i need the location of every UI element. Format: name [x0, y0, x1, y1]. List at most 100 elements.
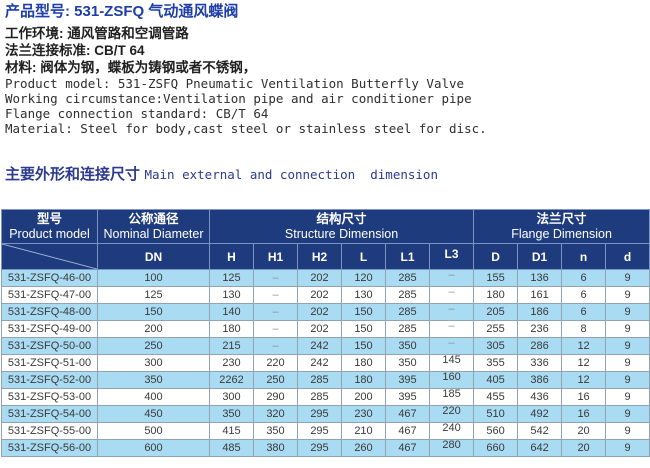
col-header-h1: H1 [253, 243, 298, 270]
value-cell: 155 [473, 269, 519, 287]
col-header-nominal-diameter: 公称通径 Nominal Diameter [97, 209, 210, 244]
value-cell: 436 [517, 388, 563, 406]
model-cell: 531-ZSFQ-51-00 [1, 354, 98, 372]
value-cell: 16 [561, 388, 607, 406]
col-header-l: L [341, 243, 386, 270]
flange-standard-en: Flange connection standard: CB/T 64 [5, 106, 269, 121]
value-cell: 9 [605, 405, 650, 423]
value-cell: 285 [385, 320, 430, 338]
value-cell: 150 [341, 303, 386, 321]
table-row: 531-ZSFQ-52-00 350 2262 250 285 180 395 160 405 3… [1, 371, 650, 389]
model-cell: 531-ZSFQ-54-00 [1, 405, 98, 423]
value-cell: 186 [517, 303, 563, 321]
value-cell: 250 [253, 371, 298, 389]
value-cell: 200 [97, 320, 210, 338]
value-cell: 255 [473, 320, 519, 338]
value-cell: 455 [473, 388, 519, 406]
value-cell: 20 [561, 422, 607, 440]
value-cell: 467 [385, 422, 430, 440]
value-cell: 9 [605, 320, 650, 338]
value-cell: 230 [341, 405, 386, 423]
value-cell: 180 [473, 286, 519, 304]
section-heading: 主要外形和连接尺寸 Main external and connection d… [5, 163, 650, 184]
model-cell: 531-ZSFQ-53-00 [1, 388, 98, 406]
value-cell: – [253, 337, 298, 355]
value-cell: 450 [97, 405, 210, 423]
value-cell: 150 [341, 320, 386, 338]
value-cell: 305 [473, 337, 519, 355]
material-en: Material: Steel for body,cast steel or s… [5, 121, 487, 136]
table-body: 531-ZSFQ-46-00 100 125–202 120 285–155 136 6 9 5… [1, 269, 650, 457]
col-header-l1: L1 [385, 243, 430, 270]
col-header-structure-dimension-cn: 结构尺寸 [316, 211, 367, 226]
value-cell: 150 [97, 303, 210, 321]
material-cn: 材料: 阀体为钢，蝶板为铸钢或者不锈钢， [5, 60, 257, 75]
value-cell: 240 [428, 422, 475, 440]
table-row: 531-ZSFQ-49-00 200 180–202 150 285–255 236 8 9 [1, 320, 650, 338]
flange-standard-cn: 法兰连接标准: CB/T 64 [5, 43, 145, 58]
model-cell: 531-ZSFQ-48-00 [1, 303, 98, 321]
model-cell: 531-ZSFQ-56-00 [1, 439, 98, 457]
dimension-table: 型号 Product model 公称通径 Nominal Diameter 结… [1, 209, 650, 457]
value-cell: 230 [209, 354, 254, 372]
value-cell: 150 [341, 337, 386, 355]
col-header-d1: D1 [517, 243, 563, 270]
value-cell: 145 [428, 354, 475, 372]
value-cell: 12 [561, 354, 607, 372]
col-header-flange-dimension-cn: 法兰尺寸 [536, 211, 587, 226]
value-cell: – [253, 320, 298, 338]
value-cell: 355 [473, 354, 519, 372]
value-cell: 9 [605, 439, 650, 457]
col-header-product-model-cn: 型号 [36, 211, 62, 226]
header-group-row: 型号 Product model 公称通径 Nominal Diameter 结… [1, 209, 650, 244]
value-cell: 242 [297, 354, 342, 372]
value-cell: 130 [209, 286, 254, 304]
value-cell: – [253, 303, 298, 321]
value-cell: 500 [97, 422, 210, 440]
value-cell: 492 [517, 405, 563, 423]
value-cell: 12 [561, 337, 607, 355]
value-cell: 405 [473, 371, 519, 389]
value-cell: 285 [385, 286, 430, 304]
col-header-h: H [209, 243, 254, 270]
value-cell: 285 [385, 303, 430, 321]
value-cell: 290 [253, 388, 298, 406]
product-model-en: Product model: 531-ZSFQ Pneumatic Ventil… [5, 76, 465, 91]
value-cell: 9 [605, 371, 650, 389]
value-cell: 467 [385, 405, 430, 423]
value-cell: 9 [605, 269, 650, 287]
col-header-flange-dimension-en: Flange Dimension [511, 226, 612, 241]
value-cell: 350 [209, 405, 254, 423]
value-cell: 9 [605, 286, 650, 304]
value-cell: 180 [341, 371, 386, 389]
value-cell: 236 [517, 320, 563, 338]
col-header-flange-dimension: 法兰尺寸 Flange Dimension [473, 209, 650, 244]
col-header-dn: DN [97, 243, 210, 270]
section-heading-en: Main external and connection dimension [144, 167, 438, 182]
value-cell: 220 [253, 354, 298, 372]
col-header-nominal-diameter-en: Nominal Diameter [103, 226, 204, 241]
table-row: 531-ZSFQ-54-00 450 350 320 295 230 467 220 510 49… [1, 405, 650, 423]
value-cell: 386 [517, 371, 563, 389]
value-cell: 320 [253, 405, 298, 423]
value-cell: 467 [385, 439, 430, 457]
value-cell: 20 [561, 439, 607, 457]
value-cell: 485 [209, 439, 254, 457]
value-cell: 9 [605, 337, 650, 355]
value-cell: 250 [97, 337, 210, 355]
value-cell: – [428, 320, 475, 338]
table-row: 531-ZSFQ-50-00 250 215–242 150 350–305 286 12 9 [1, 337, 650, 355]
value-cell: 660 [473, 439, 519, 457]
value-cell: 9 [605, 422, 650, 440]
value-cell: 205 [473, 303, 519, 321]
diagonal-line-icon [2, 244, 97, 269]
value-cell: – [428, 286, 475, 304]
value-cell: 560 [473, 422, 519, 440]
value-cell: 161 [517, 286, 563, 304]
value-cell: 6 [561, 269, 607, 287]
value-cell: – [428, 269, 475, 287]
model-cell: 531-ZSFQ-49-00 [1, 320, 98, 338]
value-cell: 295 [297, 439, 342, 457]
value-cell: 350 [385, 354, 430, 372]
